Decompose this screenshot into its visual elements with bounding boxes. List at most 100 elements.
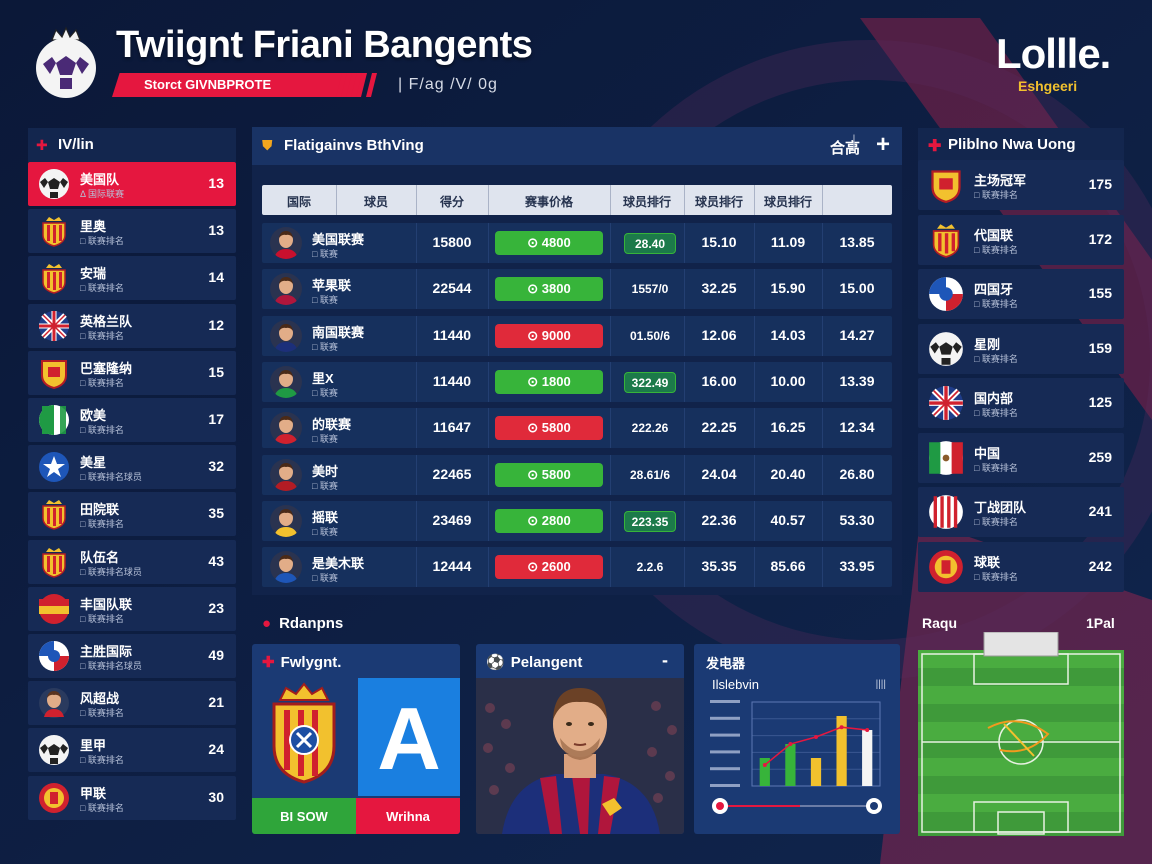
trend-point xyxy=(865,728,870,732)
rank-cell: 16.25 xyxy=(770,419,806,436)
team-value: 49 xyxy=(208,647,224,663)
team-name: 丁战团队 xyxy=(974,500,1027,515)
left-team-row[interactable]: 里奥 □ 联赛排名 13 xyxy=(28,209,236,254)
table-action-button[interactable]: 合高 xyxy=(829,140,860,157)
striped-crest-icon xyxy=(928,494,964,530)
player-name: 美时 xyxy=(312,463,339,479)
table-row[interactable]: 南国联赛 □ 联赛 11440 ⊙ 9000 01.50/6 12.06 14.03 14.2… xyxy=(262,315,892,356)
price-pill[interactable]: ⊙ 4800 xyxy=(495,231,603,255)
rank-cell: 10.00 xyxy=(770,372,806,389)
bar xyxy=(862,730,873,786)
column-header[interactable]: 赛事价格 xyxy=(524,195,573,209)
england-crest-icon: ✚ xyxy=(262,654,275,671)
right-team-row[interactable]: 丁战团队 □ 联赛排名 241 xyxy=(918,487,1124,537)
rank-cell: 15.00 xyxy=(839,280,875,297)
add-icon[interactable]: + xyxy=(875,131,890,158)
right-team-row[interactable]: 四国牙 □ 联赛排名 155 xyxy=(918,269,1124,319)
left-team-row[interactable]: 美国队 Δ 国际联赛 13 xyxy=(28,162,236,206)
column-header[interactable]: 国际 xyxy=(286,195,311,209)
column-header[interactable]: 得分 xyxy=(439,195,464,209)
left-team-row[interactable]: 里甲 □ 联赛排名 24 xyxy=(28,728,236,773)
score-cell: 22544 xyxy=(432,280,472,297)
right-team-row[interactable]: 主场冠军 □ 联赛排名 175 xyxy=(918,160,1124,210)
table-row[interactable]: 美国联赛 □ 联赛 15800 ⊙ 4800 28.40 15.10 11.09 13.85 xyxy=(262,223,892,263)
left-team-row[interactable]: 队伍名 □ 联赛排名球员 43 xyxy=(28,539,236,584)
y-tick-mark xyxy=(710,767,740,771)
team-card-left-button[interactable]: BI SOW xyxy=(252,798,356,834)
trend-point xyxy=(839,725,844,730)
team-card-title: ✚ Fwlygnt. xyxy=(262,653,341,671)
table-row[interactable]: 的联赛 □ 联赛 11647 ⊙ 5800 222.26 22.25 16.25 12.34 xyxy=(262,408,892,449)
team-sub: □ 联赛排名 xyxy=(80,708,124,719)
team-sub: □ 联赛排名 xyxy=(974,571,1018,582)
left-team-row[interactable]: 美星 □ 联赛排名球员 32 xyxy=(28,445,236,490)
team-name: 队伍名 xyxy=(80,549,120,565)
team-value: 21 xyxy=(208,694,224,711)
right-team-row[interactable]: 国内部 □ 联赛排名 125 xyxy=(918,378,1124,428)
column-header[interactable]: 球员排行 xyxy=(694,195,743,209)
letter-tile-text: A xyxy=(377,689,441,788)
team-sub: □ 联赛排名 xyxy=(80,236,124,247)
team-sub: □ 联赛排名 xyxy=(80,519,124,530)
team-card-right-button[interactable]: Wrihna xyxy=(356,798,460,834)
red-crest-icon xyxy=(38,782,70,814)
team-sub: □ 联赛排名 xyxy=(80,425,124,435)
team-value: 125 xyxy=(1088,394,1112,410)
right-team-row[interactable]: 球联 □ 联赛排名 242 xyxy=(918,541,1124,592)
team-name: 美星 xyxy=(80,455,107,471)
table-row[interactable]: 里X □ 联赛 11440 ⊙ 1800 322.49 16.00 10.00 13.39 xyxy=(262,361,892,402)
rank-cell: 15.10 xyxy=(701,234,737,250)
main-table-header: ⛊ Flatigainvs BthVing 合高 | + xyxy=(252,127,902,165)
player-card[interactable]: ⚽ Pelangent - xyxy=(476,644,684,834)
table-row[interactable]: 美时 □ 联赛 22465 ⊙ 5800 28.61/6 24.04 20.40 26.80 xyxy=(262,454,892,495)
right-team-row[interactable]: 星刚 □ 联赛排名 159 xyxy=(918,323,1124,374)
price-pill[interactable]: ⊙ 2600 xyxy=(495,555,603,580)
rank-tag: 1557/0 xyxy=(631,282,669,297)
column-header[interactable]: 球员排行 xyxy=(763,195,812,209)
price-pill[interactable]: ⊙ 2800 xyxy=(495,508,603,533)
stripes-decoration xyxy=(336,73,377,97)
player-name: 是美木联 xyxy=(312,556,365,572)
price-pill[interactable]: ⊙ 5800 xyxy=(495,462,603,487)
column-header[interactable]: 球员 xyxy=(363,195,388,209)
player-avatar-icon xyxy=(38,687,70,719)
table-row[interactable]: 是美木联 □ 联赛 12444 ⊙ 2600 2.2.6 35.35 85.66 33.95 xyxy=(262,547,892,588)
left-team-row[interactable]: 风超战 □ 联赛排名 21 xyxy=(28,681,236,726)
left-team-row[interactable]: 巴塞隆纳 □ 联赛排名 15 xyxy=(28,350,236,395)
left-team-row[interactable]: 英格兰队 □ 联赛排名 12 xyxy=(28,303,236,348)
team-sub: □ 联赛排名 xyxy=(974,517,1018,527)
price-pill[interactable]: ⊙ 1800 xyxy=(495,369,603,394)
rank-cell: 15.90 xyxy=(770,280,806,297)
team-value: 13 xyxy=(208,222,224,239)
pitch-diagram xyxy=(918,632,1124,836)
team-value: 17 xyxy=(208,411,224,427)
player-name: 美国联赛 xyxy=(312,232,365,247)
price-pill[interactable]: ⊙ 3800 xyxy=(495,277,603,302)
team-value: 13 xyxy=(208,175,224,191)
table-row[interactable]: 苹果联 □ 联赛 22544 ⊙ 3800 1557/0 32.25 15.90 15.00 xyxy=(262,269,892,310)
right-team-row[interactable]: 中国 □ 联赛排名 259 xyxy=(918,432,1124,483)
left-team-row[interactable]: 丰国队联 □ 联赛排名 23 xyxy=(28,586,236,631)
player-card-title: ⚽ Pelangent xyxy=(486,653,582,671)
left-team-row[interactable]: 甲联 □ 联赛排名 30 xyxy=(28,775,236,820)
left-team-row[interactable]: 主胜国际 □ 联赛排名球员 49 xyxy=(28,634,236,678)
column-header[interactable]: 球员排行 xyxy=(622,195,671,209)
subnav-text[interactable]: | F/ag /V/ 0g xyxy=(398,76,498,93)
table-row[interactable]: 摇联 □ 联赛 23469 ⊙ 2800 223.35 22.36 40.57 53.30 xyxy=(262,500,892,541)
team-name: 主胜国际 xyxy=(80,644,133,659)
menu-button[interactable]: - xyxy=(662,650,668,670)
price-pill[interactable]: ⊙ 5800 xyxy=(495,416,603,441)
team-card[interactable]: ✚ Fwlygnt. A BI SOW Wrihna xyxy=(252,644,460,834)
left-team-row[interactable]: 田院联 □ 联赛排名 35 xyxy=(28,492,236,537)
team-sub: □ 联赛排名 xyxy=(80,330,124,341)
team-value: 30 xyxy=(208,788,224,805)
price-pill[interactable]: ⊙ 9000 xyxy=(495,323,603,348)
right-team-row[interactable]: 代国联 □ 联赛排名 172 xyxy=(918,214,1124,265)
left-team-row[interactable]: 欧美 □ 联赛排名 17 xyxy=(28,398,236,442)
team-name: 里甲 xyxy=(80,738,107,754)
slider-control[interactable] xyxy=(710,796,884,816)
chart-toggle[interactable]: |||| xyxy=(875,679,886,690)
team-value: 32 xyxy=(208,458,224,475)
left-team-row[interactable]: 安瑞 □ 联赛排名 14 xyxy=(28,256,236,301)
player-photo xyxy=(476,678,684,834)
